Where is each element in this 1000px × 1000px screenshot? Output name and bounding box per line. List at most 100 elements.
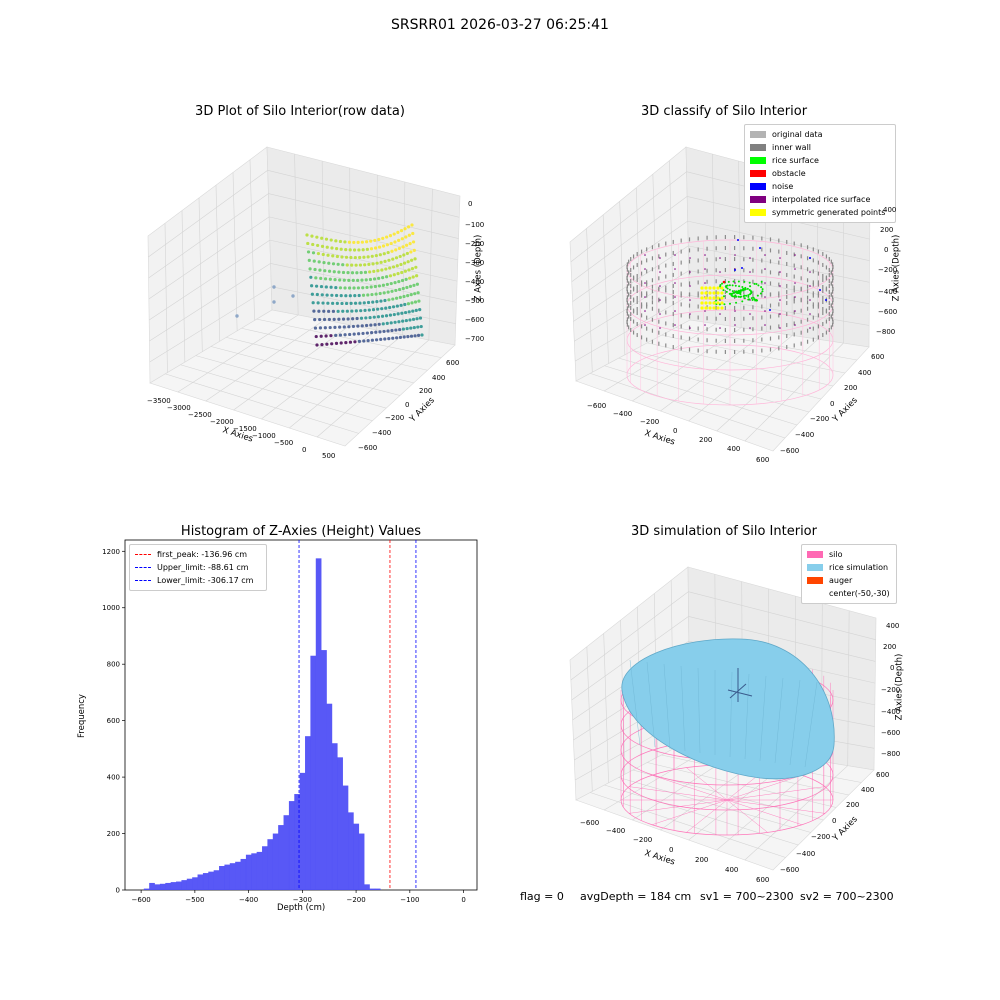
histogram-y-tick-label: 600 xyxy=(107,717,120,725)
raw-point xyxy=(399,262,403,267)
raw-point xyxy=(378,253,382,257)
raw-point xyxy=(329,285,333,289)
raw-point xyxy=(353,294,357,298)
silo-ring xyxy=(626,344,834,406)
noise-point xyxy=(741,267,743,269)
histogram-bar xyxy=(305,736,311,890)
inner-wall-point xyxy=(640,335,643,340)
inner-wall-point xyxy=(706,246,708,251)
rice-surface-point xyxy=(736,291,739,294)
inner-wall-point xyxy=(636,311,638,316)
symmetric-point xyxy=(716,296,720,300)
raw-point xyxy=(389,321,393,325)
interpolated-point xyxy=(704,296,706,298)
inner-wall-point xyxy=(800,287,802,292)
rice-surface-point xyxy=(719,283,722,286)
raw-point xyxy=(379,337,383,341)
inner-wall-point xyxy=(752,257,754,262)
rice-surface-point xyxy=(739,291,741,293)
inner-wall-point xyxy=(831,278,834,283)
rice-surface-point xyxy=(721,282,724,285)
grid-line xyxy=(574,715,690,781)
inner-wall-point xyxy=(724,305,726,310)
rice-surface-point xyxy=(744,288,747,291)
silo-floor-spoke xyxy=(651,799,728,825)
legend-item: silo xyxy=(807,548,891,561)
rice-surface-point xyxy=(738,285,741,288)
raw-point xyxy=(373,238,377,243)
inner-wall-point xyxy=(817,304,820,309)
raw-point xyxy=(307,258,311,262)
interpolated-point xyxy=(644,254,646,256)
inner-wall-point xyxy=(806,267,809,272)
inner-wall-point xyxy=(822,300,824,305)
interpolated-point xyxy=(794,310,796,312)
inner-wall-point xyxy=(825,265,828,270)
interpolated-point xyxy=(674,296,676,298)
inner-wall-point xyxy=(715,235,717,240)
raw-point xyxy=(357,248,361,252)
inner-wall-point xyxy=(752,305,754,310)
classify-legend: original data inner wall rice surface ob… xyxy=(744,124,896,223)
symmetric-point xyxy=(708,291,712,295)
symmetric-point xyxy=(700,286,704,290)
interpolated-point xyxy=(734,268,736,270)
inner-wall-point xyxy=(831,311,834,316)
silo-ring xyxy=(620,714,834,786)
inner-wall-point xyxy=(630,327,632,332)
rice-mesh-line xyxy=(729,671,733,758)
inner-wall-point xyxy=(800,308,802,313)
silo-floor-spoke xyxy=(726,799,768,833)
raw-point xyxy=(402,294,406,299)
legend-item: auger xyxy=(807,574,891,587)
raw-point xyxy=(343,333,347,337)
inner-wall-point xyxy=(651,295,654,300)
raw-point xyxy=(345,309,349,313)
raw-point xyxy=(366,300,371,305)
silo-floor-spoke xyxy=(726,786,825,801)
raw-point xyxy=(406,302,411,306)
raw-point xyxy=(359,271,363,275)
rice-mesh-line xyxy=(663,663,671,750)
grid-line xyxy=(590,373,786,439)
rice-surface-point xyxy=(735,290,738,293)
interpolated-point xyxy=(794,254,796,256)
raw-point xyxy=(327,317,332,322)
inner-wall-point xyxy=(665,252,667,257)
raw-outlier-point xyxy=(291,294,295,298)
inner-wall-point xyxy=(706,305,708,310)
interpolated-point xyxy=(779,299,781,301)
grid-line xyxy=(149,286,272,363)
raw-point xyxy=(313,267,317,272)
inner-wall-point xyxy=(734,305,736,310)
inner-wall-point xyxy=(626,287,628,291)
raw-point xyxy=(384,314,389,318)
raw-point xyxy=(353,301,358,305)
rice-surface-point xyxy=(747,298,750,301)
grid-line xyxy=(602,214,609,364)
grid-line xyxy=(647,762,837,808)
inner-wall-point xyxy=(817,260,820,265)
raw-point xyxy=(406,335,410,339)
rice-surface-point xyxy=(732,291,735,294)
inner-wall-point xyxy=(752,235,754,240)
legend-swatch xyxy=(807,590,823,597)
grid-line xyxy=(570,171,687,263)
inner-wall-point xyxy=(786,272,788,277)
raw-point xyxy=(334,333,338,337)
histogram-bar xyxy=(299,772,306,890)
inner-wall-point xyxy=(706,268,708,273)
grid-line xyxy=(149,263,271,342)
inner-wall-point xyxy=(680,282,682,287)
inner-wall-point xyxy=(672,312,674,317)
interpolated-point xyxy=(689,285,691,287)
inner-wall-point xyxy=(665,343,667,348)
raw-point xyxy=(362,339,366,343)
raw-point xyxy=(322,260,326,265)
raw-point xyxy=(314,276,318,280)
interpolated-point xyxy=(644,324,646,326)
rice-surface-point xyxy=(742,287,745,290)
inner-wall-point xyxy=(769,336,772,341)
raw-point xyxy=(317,309,321,313)
inner-wall-point xyxy=(828,268,830,273)
